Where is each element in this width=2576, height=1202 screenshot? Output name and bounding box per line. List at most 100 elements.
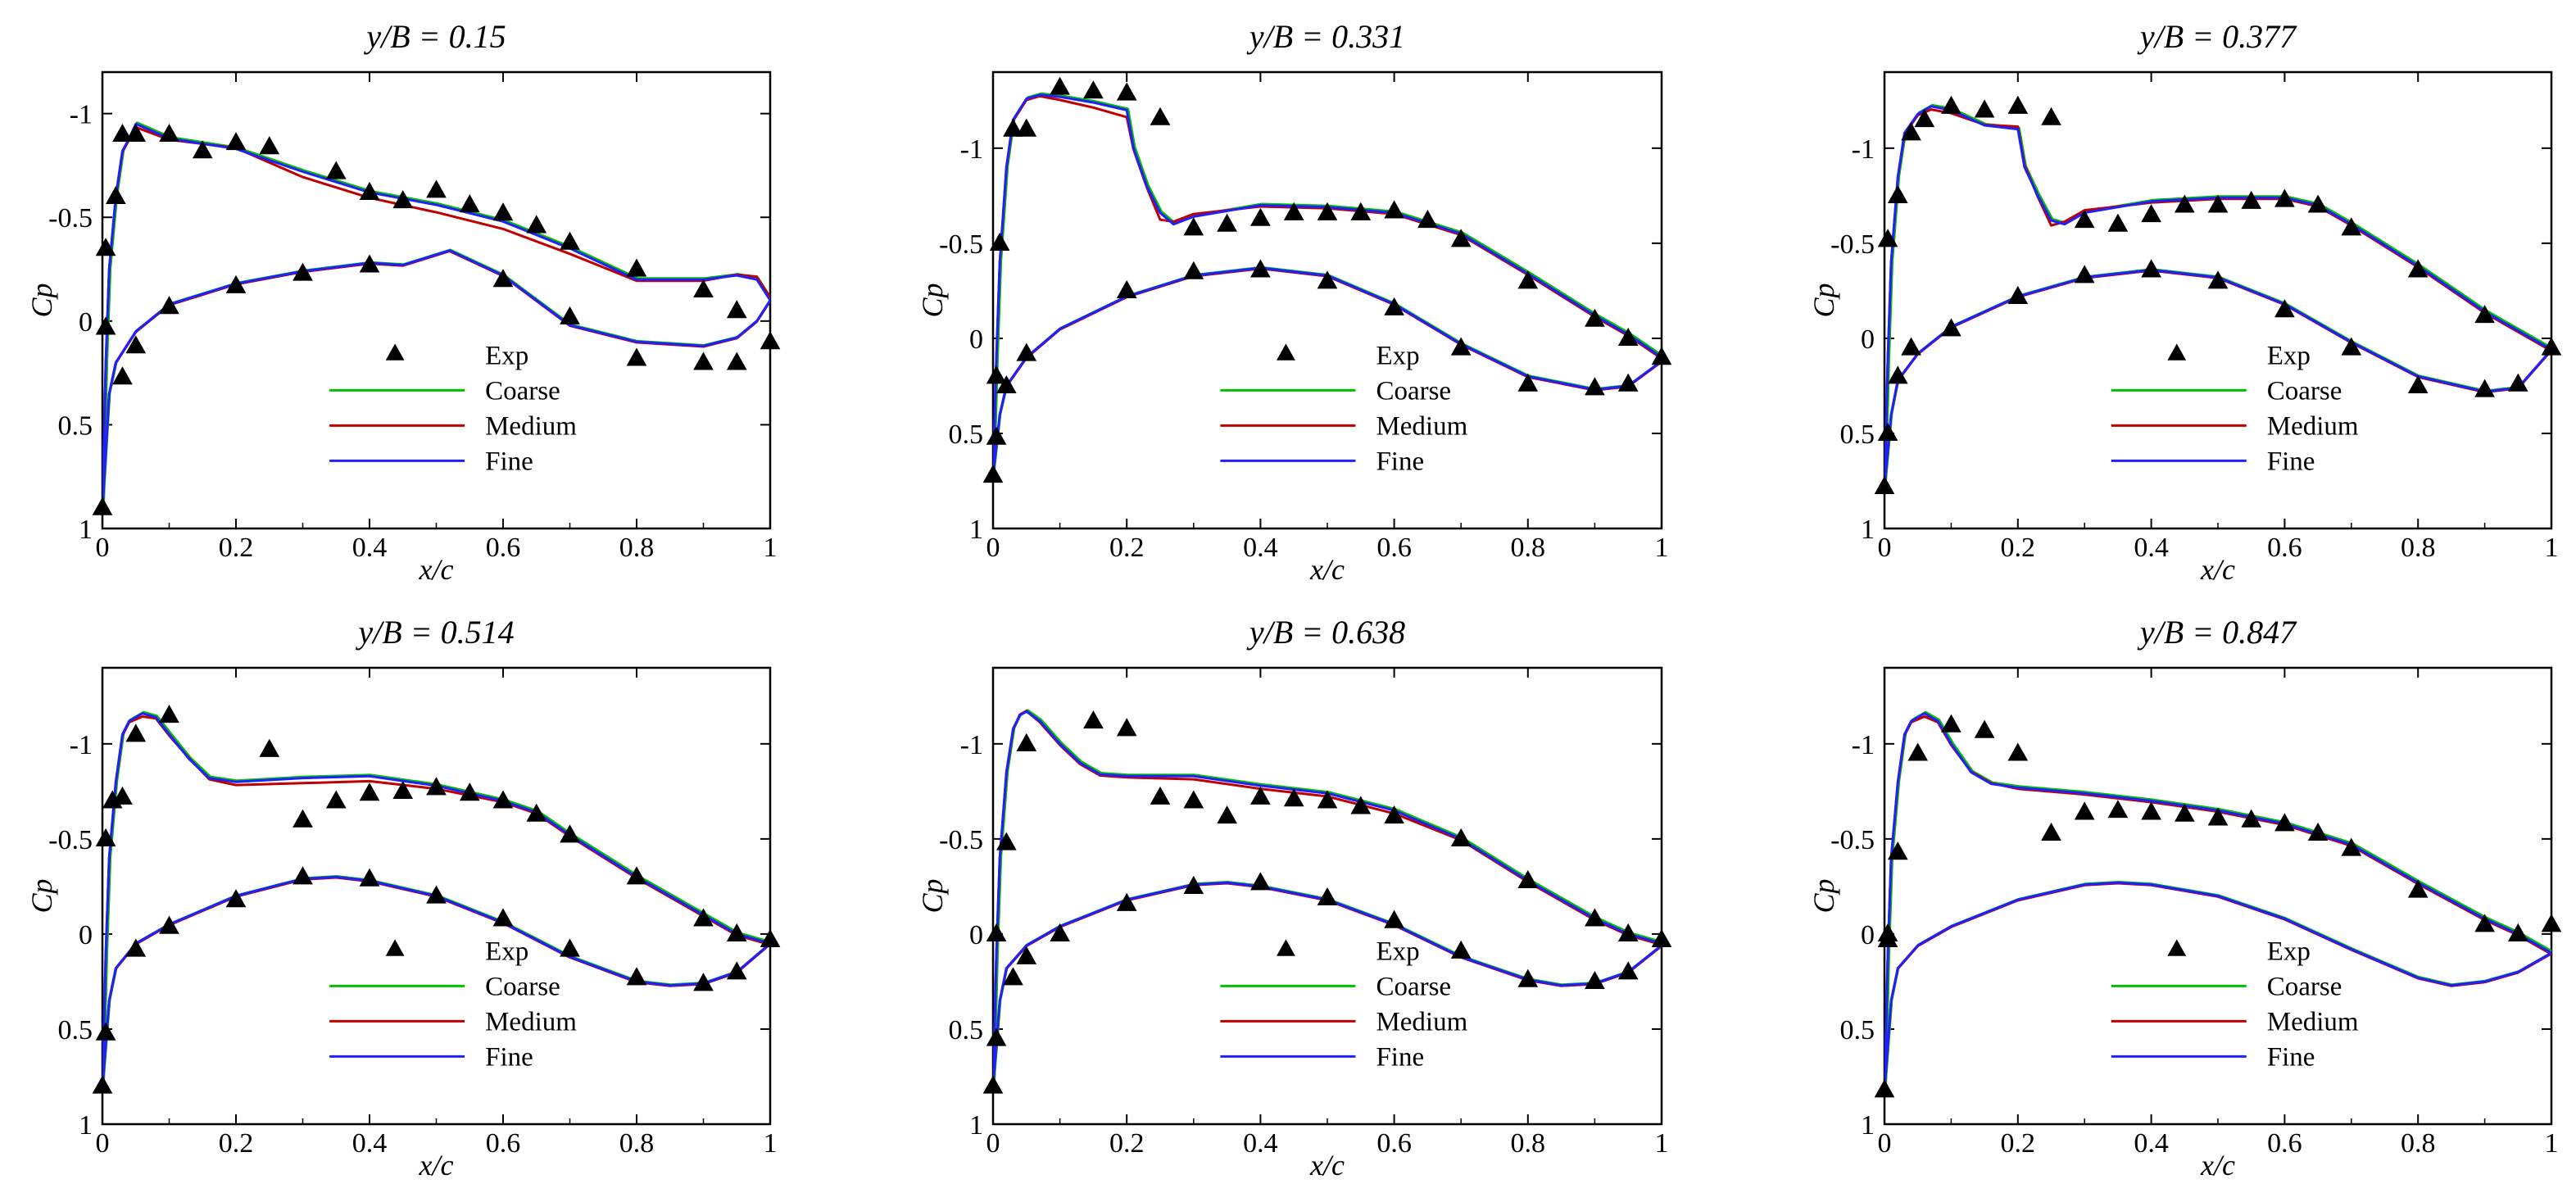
medium-upper-line [1884, 108, 2551, 488]
exp-point [159, 123, 179, 143]
exp-point [1350, 796, 1372, 814]
x-tick-label: 0.2 [219, 533, 254, 563]
exp-point [1887, 184, 1908, 203]
x-tick-label: 0 [1878, 1128, 1892, 1159]
exp-point [225, 889, 247, 908]
exp-point [112, 123, 133, 143]
exp-point [760, 331, 781, 350]
legend-label-fine: Fine [2267, 447, 2315, 476]
exp-point [1384, 805, 1404, 824]
exp-point [426, 179, 447, 198]
exp-point [2174, 803, 2195, 822]
panel-4: y/B = 0.514 0 0.2 0.4 0.6 0.8 1 -1 -0.5 0 0.5 1 x/c C… [25, 614, 781, 1182]
exp-point [560, 231, 580, 250]
cfd-curves [102, 121, 770, 510]
exp-point [1016, 733, 1037, 751]
exp-point [1384, 297, 1404, 315]
exp-point [1150, 786, 1171, 805]
exp-point [693, 352, 714, 370]
y-tick-label: 0.5 [58, 1015, 93, 1046]
x-tick-label: 0.8 [2401, 533, 2436, 563]
exp-point [693, 908, 714, 927]
exp-point [1617, 923, 1639, 942]
panel-3: y/B = 0.377 0 0.2 0.4 0.6 0.8 1 -1 -0.5 0 0.5 1 x/c C… [1807, 18, 2562, 586]
exp-point [2274, 813, 2295, 832]
x-tick-label: 0.6 [1376, 1128, 1412, 1159]
exp-point [560, 306, 580, 324]
exp-point [1517, 968, 1539, 987]
exp-point [392, 189, 414, 209]
x-tick-label: 0.8 [619, 533, 655, 563]
y-tick-label: -0.5 [1830, 229, 1875, 260]
exp-point [989, 232, 1010, 251]
cfd-curves [1884, 710, 2551, 1091]
legend: Exp Coarse Medium Fine [2111, 937, 2359, 1072]
exp-point [2341, 217, 2362, 236]
medium-lower-line [102, 250, 770, 509]
exp-point [1317, 270, 1338, 289]
exp-point [359, 782, 380, 801]
exp-point [125, 723, 147, 742]
exp-point [1283, 202, 1304, 220]
x-axis-label: x/c [2200, 1149, 2235, 1182]
x-tick-label: 0 [986, 533, 1000, 563]
fine-lower-line [1884, 881, 2551, 1091]
fine-lower-line [102, 249, 770, 508]
exp-point [1651, 928, 1672, 947]
medium-upper-line [1884, 715, 2551, 1091]
exp-point [159, 705, 179, 723]
exp-point [325, 790, 347, 809]
exp-point [2541, 914, 2562, 932]
y-tick-label: 1 [1861, 515, 1875, 545]
exp-point [2541, 337, 2562, 356]
y-tick-label: -1 [1852, 134, 1875, 165]
exp-point [1517, 869, 1539, 889]
exp-point [1877, 928, 1898, 947]
panel-title: y/B = 0.847 [2137, 614, 2297, 651]
exp-point [1217, 805, 1237, 824]
x-tick-label: 0.4 [352, 1128, 388, 1159]
exp-point [392, 780, 414, 799]
exp-point [1874, 475, 1895, 495]
y-tick-label: -1 [70, 730, 93, 760]
exp-point [112, 786, 133, 805]
exp-point [225, 132, 247, 151]
exp-point [112, 366, 133, 385]
legend-label-exp: Exp [1376, 341, 1419, 370]
y-tick-label: -1 [960, 730, 983, 760]
exp-point [2241, 809, 2262, 828]
legend-label-fine: Fine [485, 447, 533, 476]
legend-marker-exp [1277, 343, 1295, 361]
fine-lower-line [102, 875, 770, 1086]
panel-1: y/B = 0.15 0 0.2 0.4 0.6 0.8 1 -1 -0.5 0 0.5 1 x/c Cp… [25, 18, 781, 586]
legend-label-fine: Fine [1376, 447, 1424, 476]
exp-point [2307, 194, 2329, 213]
y-tick-label: 0.5 [58, 410, 93, 441]
y-tick-label: 0 [969, 324, 983, 355]
panel-5: y/B = 0.638 0 0.2 0.4 0.6 0.8 1 -1 -0.5 0 0.5 1 x/c C… [916, 614, 1672, 1182]
x-tick-label: 0 [96, 533, 110, 563]
exp-point [726, 961, 747, 980]
exp-point [2274, 299, 2295, 318]
legend-label-fine: Fine [485, 1042, 533, 1072]
exp-point [1450, 940, 1472, 959]
x-tick-label: 0.2 [2001, 533, 2036, 563]
y-axis-label: Cp [1807, 878, 1840, 913]
y-tick-label: 1 [79, 1110, 93, 1141]
y-tick-label: 1 [79, 515, 93, 545]
exp-point [2341, 837, 2362, 856]
y-axis-label: Cp [916, 878, 949, 913]
legend-label-medium: Medium [2267, 411, 2359, 441]
exp-point [1585, 908, 1605, 927]
x-tick-label: 0.4 [2134, 1128, 2169, 1159]
y-tick-label: -0.5 [1830, 825, 1875, 855]
exp-point [1283, 788, 1304, 807]
exp-markers [982, 710, 1672, 1094]
exp-point [359, 181, 380, 200]
y-tick-label: -1 [960, 134, 983, 165]
x-tick-label: 0.2 [219, 1128, 254, 1159]
x-axis-label: x/c [1309, 553, 1345, 586]
exp-point [1050, 76, 1070, 95]
y-tick-label: 0.5 [949, 1015, 984, 1046]
exp-point [426, 777, 447, 796]
